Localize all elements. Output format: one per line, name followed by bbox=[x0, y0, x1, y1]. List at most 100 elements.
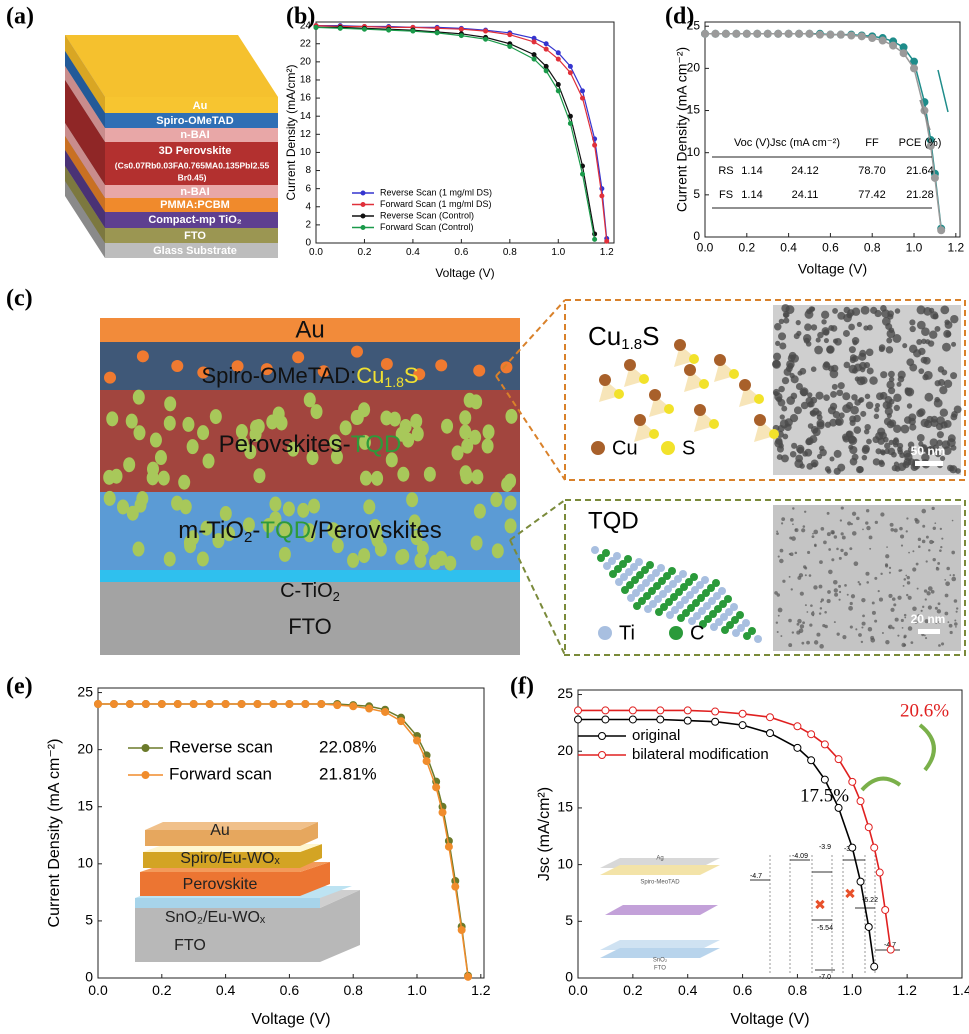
table-header: FF bbox=[865, 137, 879, 149]
particle bbox=[818, 612, 822, 615]
arrow bbox=[919, 99, 931, 131]
particle bbox=[820, 598, 825, 602]
particle bbox=[852, 367, 858, 374]
particle bbox=[861, 621, 866, 626]
dot bbox=[186, 439, 199, 455]
layer bbox=[105, 228, 278, 243]
particle bbox=[912, 550, 915, 553]
atom bbox=[658, 577, 666, 585]
atom bbox=[626, 581, 634, 589]
particle bbox=[880, 572, 883, 576]
text: 2 bbox=[244, 529, 252, 546]
stack-a: Au Spiro-OMeTAD n-BAI 3D Perovskite (Cs0… bbox=[65, 35, 278, 258]
particle bbox=[866, 324, 873, 331]
particle bbox=[865, 401, 874, 410]
point bbox=[94, 699, 102, 708]
particle bbox=[799, 463, 805, 469]
particle bbox=[894, 465, 901, 472]
particle bbox=[888, 387, 896, 395]
particle bbox=[924, 392, 934, 402]
inset-label: FTO bbox=[654, 966, 666, 972]
particle bbox=[838, 412, 845, 419]
dot bbox=[104, 371, 117, 384]
point bbox=[531, 52, 537, 58]
dot bbox=[444, 555, 457, 571]
point bbox=[580, 88, 586, 94]
point bbox=[507, 32, 513, 38]
atom bbox=[654, 595, 662, 603]
point bbox=[784, 29, 793, 38]
particle bbox=[846, 593, 849, 596]
dot bbox=[408, 514, 421, 530]
atom bbox=[732, 629, 740, 637]
atom bbox=[697, 594, 705, 602]
particle bbox=[840, 548, 844, 553]
layer-side bbox=[65, 80, 105, 185]
particle bbox=[829, 369, 839, 379]
point bbox=[365, 704, 374, 713]
particle bbox=[835, 417, 844, 426]
particle bbox=[833, 449, 842, 458]
particle bbox=[880, 371, 888, 379]
point bbox=[574, 706, 582, 715]
particle bbox=[855, 465, 864, 474]
series-line bbox=[98, 703, 469, 977]
point bbox=[599, 193, 605, 199]
plate bbox=[600, 948, 720, 958]
particle bbox=[888, 439, 894, 446]
particle bbox=[900, 424, 910, 434]
particle bbox=[886, 380, 895, 389]
point bbox=[205, 699, 214, 708]
table-cell: 78.70 bbox=[858, 165, 886, 177]
atom bbox=[677, 614, 685, 622]
atom bbox=[597, 554, 605, 562]
atom bbox=[691, 586, 699, 594]
particle bbox=[950, 444, 957, 451]
particle bbox=[920, 609, 923, 612]
particle bbox=[885, 554, 890, 559]
dot bbox=[292, 351, 305, 364]
particle bbox=[874, 402, 881, 408]
particle bbox=[830, 325, 838, 332]
particle bbox=[791, 536, 796, 541]
x-tick-label: 1.2 bbox=[600, 247, 614, 258]
particle bbox=[808, 574, 812, 577]
particle bbox=[779, 558, 784, 564]
particle bbox=[881, 632, 884, 635]
particle bbox=[791, 631, 795, 634]
particle bbox=[940, 642, 945, 646]
dot bbox=[491, 543, 504, 559]
particle bbox=[778, 385, 785, 393]
point bbox=[567, 120, 573, 126]
atom bbox=[615, 578, 623, 586]
dot bbox=[490, 492, 503, 508]
particle bbox=[814, 345, 823, 355]
layer bbox=[105, 185, 278, 198]
particle bbox=[936, 439, 943, 446]
particle bbox=[904, 616, 907, 619]
particle bbox=[955, 610, 958, 613]
charts: 0.0 0.2 0.4 0.6 0.8 1.0 1.20246810121416182022… bbox=[46, 18, 969, 1028]
particle bbox=[831, 558, 835, 562]
particle bbox=[944, 579, 947, 581]
particle bbox=[813, 529, 819, 535]
dot bbox=[306, 450, 319, 466]
particle bbox=[897, 634, 900, 637]
particle bbox=[872, 458, 881, 466]
atom bbox=[653, 582, 661, 590]
atom bbox=[713, 592, 721, 600]
particle bbox=[802, 525, 806, 528]
point bbox=[870, 962, 879, 971]
dot bbox=[133, 425, 146, 441]
particle bbox=[820, 527, 825, 531]
atom bbox=[675, 588, 683, 596]
dot bbox=[164, 396, 177, 412]
particle bbox=[849, 354, 857, 362]
panel-label: (c) bbox=[6, 286, 33, 312]
particle bbox=[924, 619, 929, 624]
x-tick-label: 0.2 bbox=[738, 241, 755, 255]
point bbox=[766, 713, 774, 722]
dot bbox=[136, 350, 149, 363]
layer-label: Spiro-OMeTAD bbox=[156, 115, 233, 127]
particle bbox=[927, 605, 932, 610]
